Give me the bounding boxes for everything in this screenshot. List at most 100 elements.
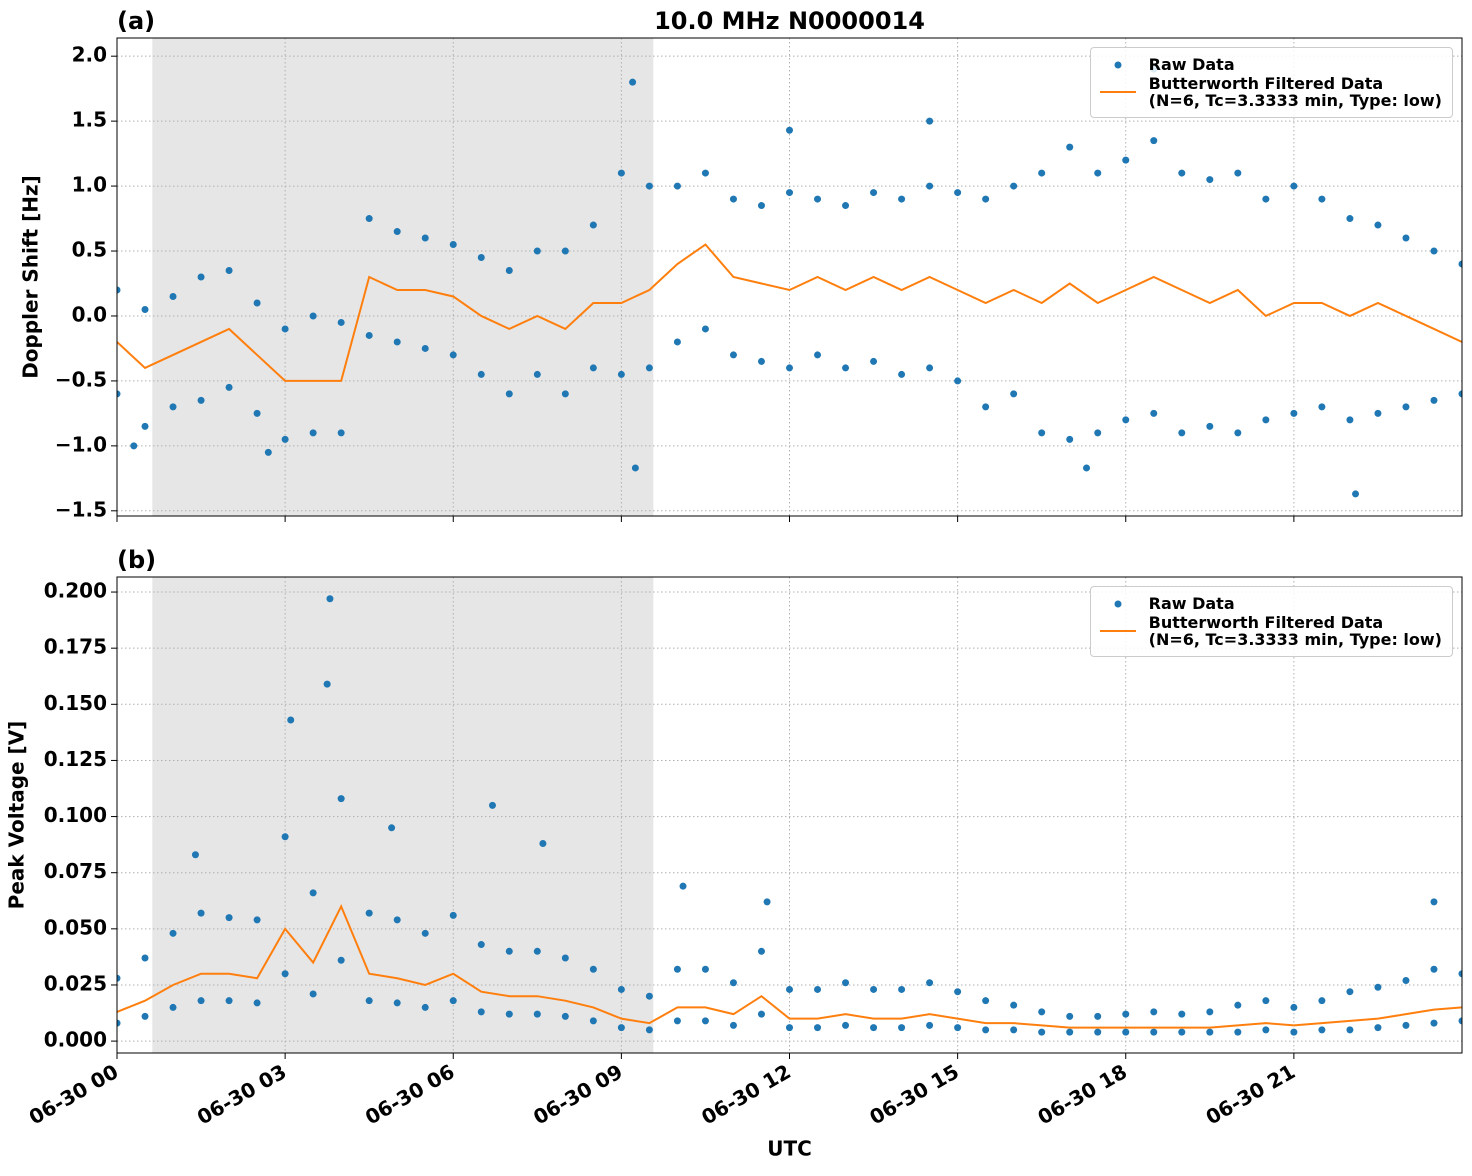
raw-point [1262,1026,1270,1034]
raw-point [645,182,653,190]
raw-point [926,979,934,987]
y-tick-label: 0.100 [44,803,107,827]
y-tick-label: 0.5 [72,238,107,262]
raw-point [197,396,205,404]
x-tick-label: 06-30 09 [529,1059,627,1129]
raw-point [842,364,850,372]
raw-point [141,954,149,962]
y-tick-label: −1.5 [55,497,107,521]
raw-point [701,965,709,973]
raw-point [1206,422,1214,430]
raw-point [253,409,261,417]
raw-point [388,824,396,832]
raw-point [169,403,177,411]
y-tick-label: 2.0 [72,43,107,67]
raw-point [1010,182,1018,190]
raw-point [561,390,569,398]
y-tick-label: 0.000 [44,1028,107,1052]
raw-point [1038,429,1046,437]
raw-point [1178,429,1186,437]
shaded-span [152,577,654,1053]
legend: Raw Data Butterworth Filtered Data (N=6, … [1089,586,1453,657]
raw-point [729,195,737,203]
raw-point [141,305,149,313]
raw-point [1458,1017,1462,1025]
raw-point [1066,1012,1074,1020]
raw-point [1346,1026,1354,1034]
raw-point [617,169,625,177]
raw-point [1262,195,1270,203]
raw-point [786,985,793,993]
legend-label: Raw Data [1148,594,1235,613]
y-tick-label: 1.0 [72,173,107,197]
raw-point [1402,976,1410,984]
raw-point [786,189,793,197]
chart-title: 10.0 MHz N0000014 [654,7,925,35]
x-tick-label: 06-30 12 [697,1059,795,1129]
raw-point [309,889,317,897]
raw-point [393,228,401,236]
raw-point [842,1021,850,1029]
raw-point [1094,1012,1102,1020]
raw-point [225,997,233,1005]
raw-point [169,929,177,937]
raw-point [589,221,597,229]
raw-point [365,331,373,339]
raw-point [870,357,878,365]
raw-point [477,254,485,262]
y-tick-label: −1.0 [55,432,107,456]
raw-point [393,999,401,1007]
raw-point [982,195,990,203]
raw-point [1374,221,1382,229]
raw-point [898,1024,906,1032]
raw-point [701,325,709,333]
raw-point [589,1017,597,1025]
raw-point [814,195,822,203]
raw-point [309,990,317,998]
raw-point [786,126,793,134]
raw-point [617,1024,625,1032]
raw-point [421,1003,429,1011]
raw-point [1122,1010,1130,1018]
raw-point [645,364,653,372]
raw-point [225,383,233,391]
raw-point [1374,409,1382,417]
legend-swatch [1114,61,1122,68]
x-tick-label: 06-30 00 [25,1059,123,1129]
raw-point [337,429,345,437]
legend-entry: Butterworth Filtered Data (N=6, Tc=3.333… [1099,614,1442,648]
raw-point [954,189,962,197]
raw-point [117,390,121,398]
raw-point [365,215,373,223]
raw-point [954,377,962,385]
x-tick-label: 06-30 15 [865,1059,963,1129]
raw-point [1038,1008,1046,1016]
raw-point [533,370,541,378]
raw-point [1010,390,1018,398]
raw-point [842,979,850,987]
raw-point [117,1019,121,1027]
raw-point [1150,409,1158,417]
raw-point [253,916,261,924]
raw-point [1402,403,1410,411]
raw-point [1262,416,1270,424]
raw-point [477,370,485,378]
plot-area [117,65,1462,498]
raw-point [117,286,121,294]
axes-frame [116,37,1463,517]
raw-point [729,351,737,359]
raw-point [701,169,709,177]
y-tick-label: 0.200 [44,579,107,603]
raw-point [225,914,233,922]
raw-point [533,247,541,255]
raw-point [954,988,962,996]
raw-point [287,716,295,724]
raw-point [421,929,429,937]
raw-point [1430,965,1438,973]
raw-point [629,78,637,86]
raw-point [982,1026,990,1034]
raw-point [1094,429,1102,437]
raw-point [323,680,331,688]
raw-point [1094,169,1102,177]
legend-swatch [1099,630,1136,632]
